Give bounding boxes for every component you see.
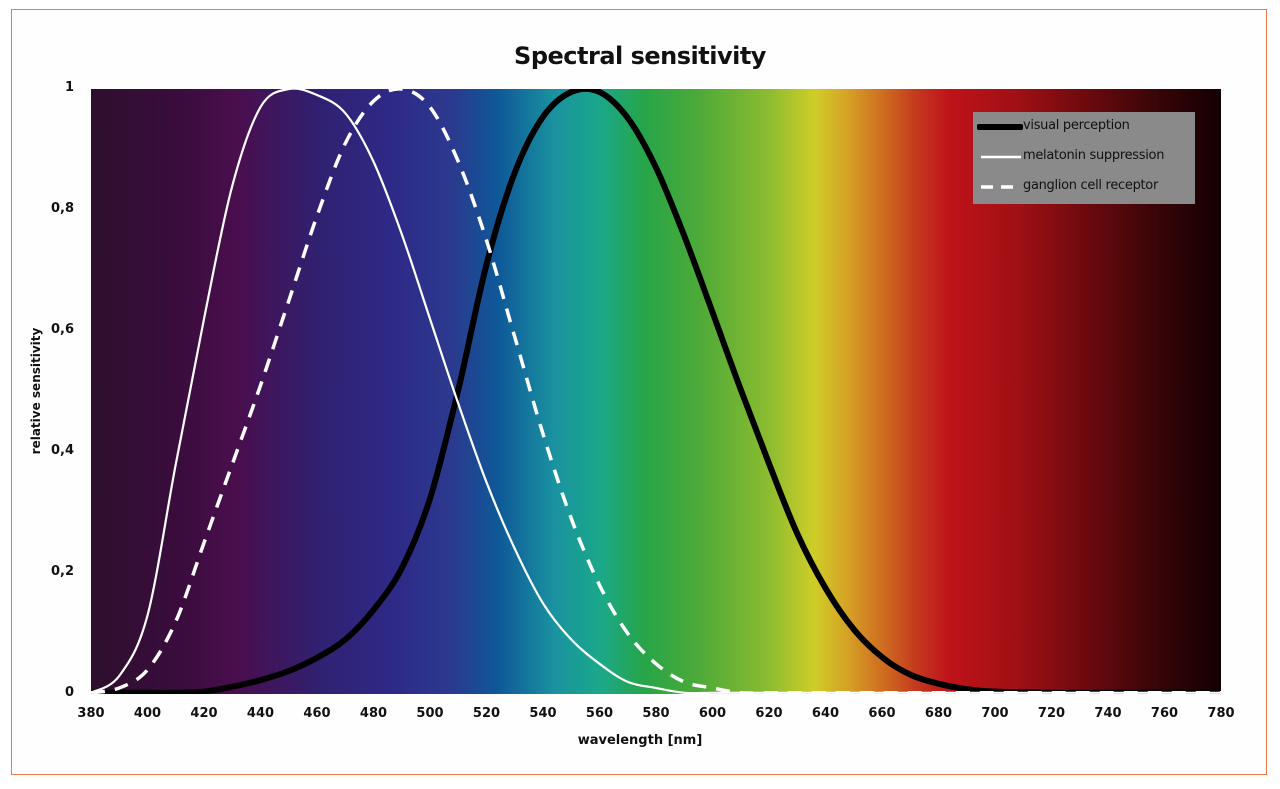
legend-swatch-dashed-white-line-icon: [981, 185, 1021, 189]
legend-swatch-thick-black-line-icon: [977, 124, 1023, 130]
x-tick-label: 720: [1037, 706, 1066, 721]
x-tick-label: 680: [924, 706, 953, 721]
legend: visual perception melatonin suppression …: [973, 112, 1195, 204]
x-tick-label: 660: [868, 706, 896, 721]
x-tick-label: 540: [529, 706, 557, 721]
x-tick-label: 780: [1207, 706, 1235, 721]
y-tick-label: 0,6: [50, 322, 74, 337]
x-tick-label: 520: [472, 706, 501, 721]
x-axis-label: wavelength [nm]: [577, 733, 703, 748]
x-tick-label: 420: [190, 706, 218, 721]
legend-item-ganglion-cell-receptor: ganglion cell receptor: [973, 177, 1195, 197]
legend-label: ganglion cell receptor: [1023, 178, 1159, 193]
x-tick-label: 380: [77, 706, 105, 721]
x-tick-label: 600: [698, 706, 727, 721]
series-visual-perception: [91, 89, 1221, 694]
series-melatonin-suppression: [91, 89, 1221, 694]
x-tick-label: 760: [1150, 706, 1179, 721]
y-tick-label: 0,4: [50, 443, 74, 458]
x-tick-label: 640: [811, 706, 840, 721]
series-ganglion-cell-receptor: [91, 89, 1221, 694]
x-tick-label: 460: [303, 706, 331, 721]
y-tick-label: 1: [64, 80, 74, 95]
x-tick-label: 560: [585, 706, 614, 721]
x-tick-label: 400: [133, 706, 162, 721]
y-tick-label: 0,2: [50, 564, 74, 579]
x-tick-label: 700: [981, 706, 1009, 721]
x-tick-label: 440: [246, 706, 275, 721]
y-tick-label: 0: [64, 685, 74, 700]
legend-label: visual perception: [1023, 118, 1130, 133]
x-tick-label: 500: [416, 706, 444, 721]
legend-item-melatonin-suppression: melatonin suppression: [973, 147, 1195, 167]
legend-label: melatonin suppression: [1023, 148, 1165, 163]
y-axis-label: relative sensitivity: [29, 327, 43, 455]
x-tick-label: 620: [755, 706, 783, 721]
x-tick-label: 740: [1094, 706, 1122, 721]
x-tick-label: 480: [359, 706, 388, 721]
legend-item-visual-perception: visual perception: [973, 117, 1195, 137]
chart-title: Spectral sensitivity: [514, 42, 766, 70]
y-tick-label: 0,8: [50, 201, 74, 216]
legend-swatch-thin-white-line-icon: [981, 155, 1021, 159]
x-tick-label: 580: [642, 706, 670, 721]
